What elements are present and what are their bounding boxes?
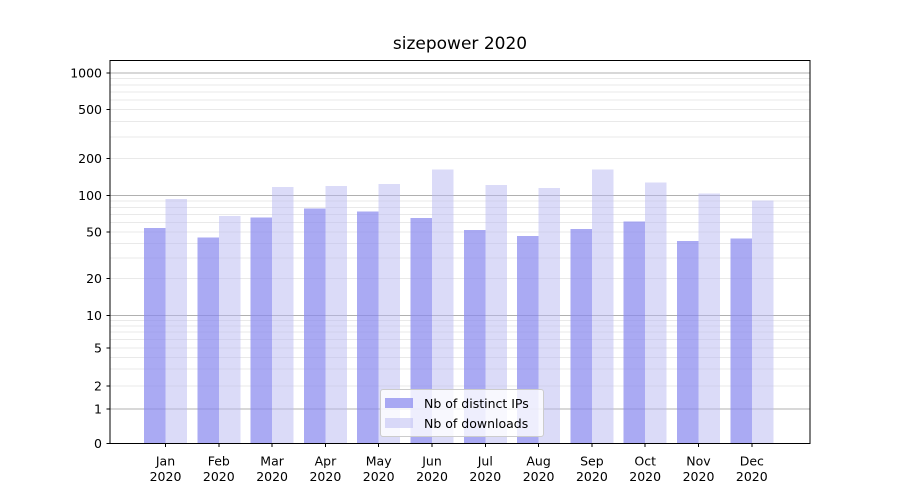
bar-downloads — [325, 185, 347, 444]
y-tick-label: 2 — [94, 378, 102, 393]
x-tick-label-year: 2020 — [256, 469, 288, 484]
x-tick-label-year: 2020 — [736, 469, 768, 484]
bar-downloads — [591, 169, 614, 444]
x-tick-label-month: Oct — [634, 454, 656, 469]
legend-row-downloads: Nb of downloads — [383, 415, 537, 432]
bar-downloads — [645, 182, 667, 444]
bar-downloads — [218, 215, 241, 444]
plot-frame — [109, 60, 811, 444]
y-tick-label: 500 — [78, 102, 102, 117]
bar-distinct-ips — [677, 240, 699, 444]
x-tick-label-year: 2020 — [363, 469, 395, 484]
bar-distinct-ips — [730, 238, 752, 444]
y-tick-label: 1 — [94, 401, 102, 416]
x-tick-label-year: 2020 — [309, 469, 341, 484]
bar-downloads — [378, 184, 401, 444]
bar-distinct-ips — [570, 228, 592, 444]
y-tick-label: 0 — [94, 436, 102, 451]
y-tick-label: 20 — [86, 271, 102, 286]
x-tick-label-month: Jan — [155, 454, 175, 469]
x-tick-label-year: 2020 — [469, 469, 501, 484]
bar-downloads — [698, 193, 720, 444]
x-tick-label-year: 2020 — [203, 469, 235, 484]
x-tick-label-month: Feb — [208, 454, 230, 469]
x-tick-label-year: 2020 — [683, 469, 715, 484]
y-tick-label: 1000 — [70, 65, 102, 80]
x-tick-label-month: Jun — [421, 454, 442, 469]
x-tick-label-month: Nov — [686, 454, 711, 469]
bar-distinct-ips — [197, 237, 219, 444]
legend-label-ips: Nb of distinct IPs — [424, 395, 529, 411]
bar-distinct-ips — [250, 217, 273, 444]
y-tick-label: 10 — [86, 308, 102, 323]
bar-downloads — [272, 187, 294, 444]
y-tick-label: 100 — [78, 188, 102, 203]
x-tick-label-year: 2020 — [523, 469, 555, 484]
bar-distinct-ips — [357, 211, 379, 444]
bar-distinct-ips — [410, 218, 432, 444]
y-tick-label: 50 — [86, 224, 102, 239]
bar-downloads — [538, 188, 561, 444]
legend-row-ips: Nb of distinct IPs — [383, 395, 537, 412]
bar-downloads — [485, 184, 507, 444]
x-tick-label-year: 2020 — [150, 469, 182, 484]
x-tick-label-month: Mar — [260, 454, 284, 469]
x-tick-label-month: May — [366, 454, 392, 469]
legend-swatch-downloads-icon — [385, 418, 413, 428]
y-tick-label: 200 — [78, 151, 102, 166]
x-tick-label-year: 2020 — [416, 469, 448, 484]
x-tick-label-month: Sep — [580, 454, 604, 469]
legend: Nb of distinct IPs Nb of downloads — [380, 389, 544, 437]
bar-distinct-ips — [303, 208, 326, 444]
x-tick-label-year: 2020 — [629, 469, 661, 484]
bar-distinct-ips — [144, 227, 166, 444]
x-tick-label-month: Dec — [740, 454, 764, 469]
x-tick-label-month: Apr — [315, 454, 337, 469]
bar-downloads — [165, 198, 187, 444]
x-tick-label-month: Aug — [526, 454, 550, 469]
y-tick-label: 5 — [94, 340, 102, 355]
bar-downloads — [751, 200, 774, 444]
legend-label-downloads: Nb of downloads — [424, 415, 529, 431]
x-tick-label-year: 2020 — [576, 469, 608, 484]
legend-swatch-ips-icon — [385, 398, 413, 408]
x-tick-label-month: Jul — [477, 454, 493, 469]
bar-downloads — [432, 169, 454, 444]
bar-distinct-ips — [623, 221, 646, 444]
chart-title: sizepower 2020 — [392, 34, 528, 54]
